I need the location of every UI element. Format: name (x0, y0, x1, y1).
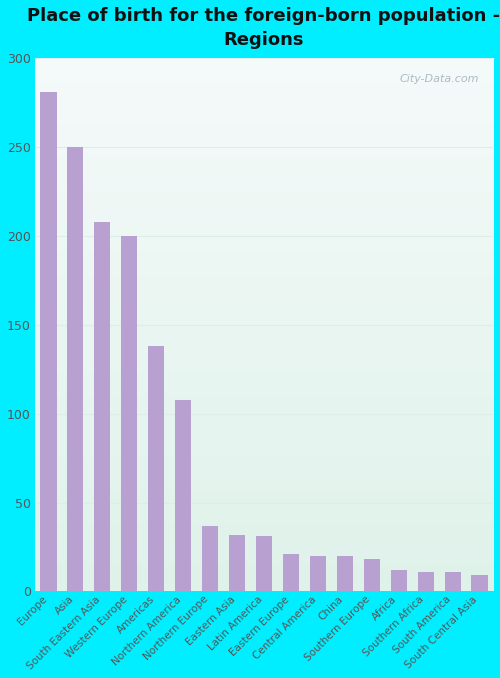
Bar (148, 346, 164, 591)
Bar (94, 222, 110, 591)
Bar (68, 147, 84, 591)
Bar (175, 399, 192, 591)
Title: Place of birth for the foreign-born population -
Regions: Place of birth for the foreign-born popu… (28, 7, 500, 49)
Bar (472, 576, 488, 591)
Bar (418, 572, 434, 591)
Bar (202, 525, 218, 591)
Bar (121, 236, 138, 591)
Bar (444, 572, 460, 591)
Bar (40, 92, 56, 591)
Bar (229, 535, 245, 591)
Bar (310, 556, 326, 591)
Bar (390, 570, 407, 591)
Bar (283, 554, 299, 591)
Bar (256, 536, 272, 591)
Bar (337, 556, 353, 591)
Text: City-Data.com: City-Data.com (400, 75, 479, 85)
Bar (364, 559, 380, 591)
